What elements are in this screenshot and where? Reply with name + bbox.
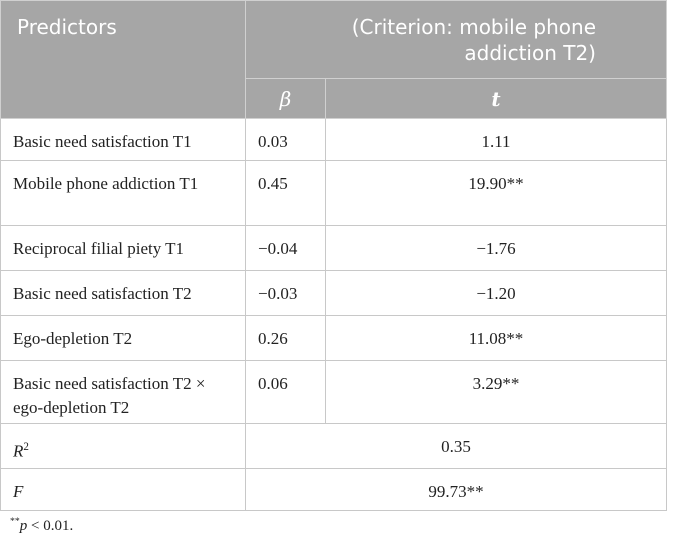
predictor: Basic need satisfaction T2 × ego-depleti…: [0, 360, 246, 424]
predictor: Basic need satisfaction T2: [0, 270, 246, 316]
footnote-text: < 0.01.: [27, 518, 74, 534]
t-value: 19.90**: [325, 160, 667, 226]
predictor: Ego-depletion T2: [0, 315, 246, 361]
footnote: **p < 0.01.: [10, 516, 73, 535]
summary-label-text: F: [13, 482, 24, 501]
predictors-header: Predictors: [0, 0, 246, 119]
regression-table: Predictors (Criterion: mobile phone addi…: [0, 0, 667, 511]
beta: −0.04: [245, 225, 326, 271]
row: Basic need satisfaction T2 × ego-depleti…: [0, 360, 667, 424]
beta: 0.06: [245, 360, 326, 424]
summary-value: 0.35: [245, 423, 667, 469]
summary-value: 99.73**: [245, 468, 667, 511]
t-value: 1.11: [325, 118, 667, 161]
t-value: −1.20: [325, 270, 667, 316]
summary-label-sup: 2: [23, 441, 29, 453]
beta: −0.03: [245, 270, 326, 316]
summary-row: F 99.73**: [0, 468, 667, 511]
t-value: 3.29**: [325, 360, 667, 424]
predictor: Basic need satisfaction T1: [0, 118, 246, 161]
row: Reciprocal filial piety T1 −0.04 −1.76: [0, 225, 667, 271]
predictor: Mobile phone addiction T1: [0, 160, 246, 226]
subheader-row: β t: [1, 78, 667, 119]
summary-label: R2: [0, 423, 246, 469]
row: Basic need satisfaction T1 0.03 1.11: [0, 118, 667, 161]
predictor: Reciprocal filial piety T1: [0, 225, 246, 271]
beta: 0.45: [245, 160, 326, 226]
beta: 0.26: [245, 315, 326, 361]
t-value: −1.76: [325, 225, 667, 271]
table-body: Basic need satisfaction T1 0.03 1.11 Mobile…: [0, 118, 667, 511]
row: Basic need satisfaction T2 −0.03 −1.20: [0, 270, 667, 316]
beta: 0.03: [245, 118, 326, 161]
footnote-p: p: [19, 518, 28, 534]
t-value: 11.08**: [325, 315, 667, 361]
row: Mobile phone addiction T1 0.45 19.90**: [0, 160, 667, 226]
summary-label: F: [0, 468, 246, 511]
row: Ego-depletion T2 0.26 11.08**: [0, 315, 667, 361]
summary-row: R2 0.35: [0, 423, 667, 469]
t-header: t: [325, 78, 667, 119]
footnote-stars: **: [10, 516, 20, 527]
beta-header: β: [245, 78, 326, 119]
header-row: Predictors (Criterion: mobile phone addi…: [0, 0, 667, 119]
summary-label-text: R: [13, 441, 24, 461]
criterion-header: (Criterion: mobile phone addiction T2): [245, 0, 667, 79]
